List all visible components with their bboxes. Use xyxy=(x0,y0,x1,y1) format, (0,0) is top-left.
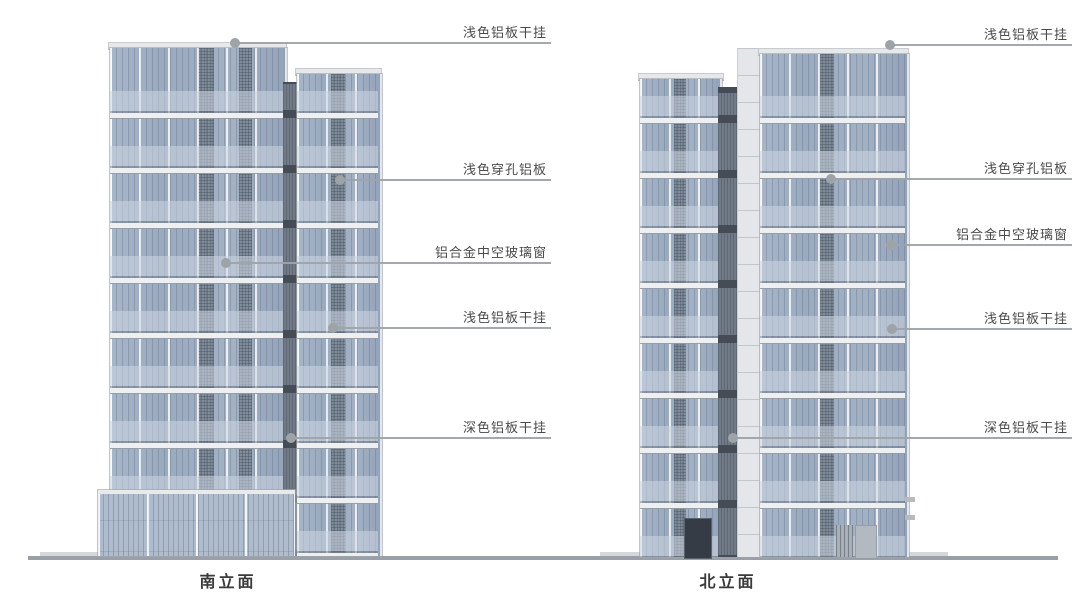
annotation-label: 铝合金中空玻璃窗 xyxy=(955,227,1068,242)
south-connector-strip xyxy=(283,82,297,556)
leader-dot xyxy=(885,40,895,50)
leader-dot xyxy=(221,258,231,268)
leader-line xyxy=(890,44,1072,46)
leader-line xyxy=(892,328,1072,330)
leader-dot xyxy=(886,240,896,250)
annotation-label: 浅色穿孔铝板 xyxy=(983,161,1068,176)
leader-dot xyxy=(230,38,240,48)
leader-line xyxy=(891,244,1072,246)
leader-line xyxy=(226,262,551,264)
north-facade-bracket-1 xyxy=(905,497,915,502)
south-podium xyxy=(98,490,295,556)
leader-line xyxy=(733,437,1072,439)
north-connector-strip xyxy=(718,87,737,557)
annotation-label: 深色铝板干挂 xyxy=(462,420,547,435)
annotation-label: 浅色铝板干挂 xyxy=(462,310,547,325)
north-entrance-door xyxy=(684,518,712,559)
annotation-label: 浅色铝板干挂 xyxy=(983,27,1068,42)
annotation-label: 铝合金中空玻璃窗 xyxy=(434,245,547,260)
south-narrow-tower-floor-bands xyxy=(297,91,378,556)
south-elevation-caption: 南立面 xyxy=(199,574,257,591)
leader-dot xyxy=(335,175,345,185)
annotation-label: 浅色铝板干挂 xyxy=(462,25,547,40)
leader-line xyxy=(340,179,551,181)
north-ground-louvers xyxy=(836,525,853,557)
leader-dot xyxy=(728,433,738,443)
leader-line xyxy=(831,178,1072,180)
leader-dot xyxy=(286,433,296,443)
leader-dot xyxy=(826,174,836,184)
annotation-label: 深色铝板干挂 xyxy=(983,420,1068,435)
leader-dot xyxy=(328,323,338,333)
annotation-label: 浅色穿孔铝板 xyxy=(462,162,547,177)
leader-line xyxy=(235,42,551,44)
north-narrow-tower-floor-bands xyxy=(640,96,718,557)
leader-line xyxy=(291,437,551,439)
north-ground-utility-box xyxy=(855,525,877,559)
annotation-label: 浅色铝板干挂 xyxy=(983,311,1068,326)
north-facade-bracket-2 xyxy=(905,515,915,520)
north-main-tower-floor-bands xyxy=(760,96,905,557)
leader-line xyxy=(333,327,551,329)
north-elevation-caption: 北立面 xyxy=(699,574,757,591)
leader-dot xyxy=(887,324,897,334)
south-main-tower-floor-bands xyxy=(110,91,283,556)
north-white-panel-band xyxy=(737,48,762,557)
ground-line xyxy=(28,556,1058,560)
